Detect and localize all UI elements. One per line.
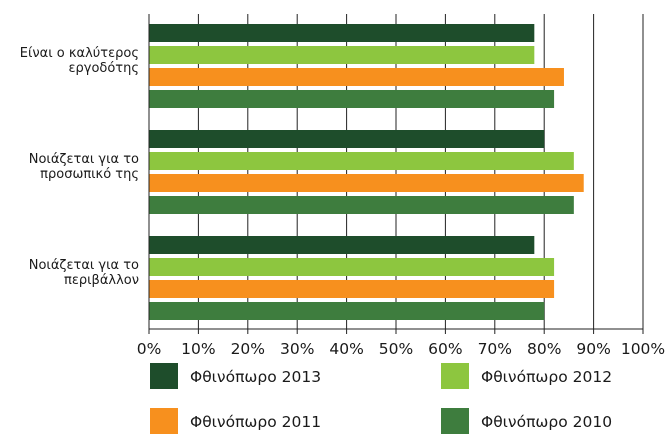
category-label: Νοιάζεται για το προσωπικό της: [29, 152, 139, 182]
x-tick-label: 40%: [329, 340, 363, 358]
legend-label: Φθινόπωρο 2013: [190, 368, 321, 386]
category-label-line: προσωπικό της: [40, 167, 139, 182]
category-label-line: περιβάλλον: [64, 273, 139, 288]
axes: [148, 14, 644, 334]
x-tick-label: 10%: [181, 340, 215, 358]
legend: Φθινόπωρο 2013 Φθινόπωρο 2012 Φθινόπωρο 20…: [150, 363, 612, 434]
bar: [149, 90, 555, 108]
bar: [149, 152, 574, 170]
category-label-line: Είναι ο καλύτερος: [20, 46, 139, 61]
bar: [149, 280, 555, 298]
bar: [149, 196, 574, 214]
bar: [149, 174, 584, 192]
bars: [149, 24, 584, 320]
bar: [149, 68, 564, 86]
legend-swatch: [150, 408, 178, 434]
category-labels: Είναι ο καλύτερος εργοδότης Νοιάζεται για …: [20, 46, 139, 288]
bar: [149, 302, 545, 320]
legend-swatch: [150, 363, 178, 389]
x-tick-label: 90%: [576, 340, 610, 358]
x-tick-label: 60%: [428, 340, 462, 358]
category-label: Νοιάζεται για το περιβάλλον: [29, 258, 139, 288]
x-tick-label: 50%: [379, 340, 413, 358]
category-label: Είναι ο καλύτερος εργοδότης: [20, 46, 139, 76]
x-tick-label: 0%: [137, 340, 162, 358]
legend-label: Φθινόπωρο 2012: [481, 368, 612, 386]
legend-item: Φθινόπωρο 2010: [441, 408, 612, 434]
legend-item: Φθινόπωρο 2012: [441, 363, 612, 389]
legend-swatch: [441, 363, 469, 389]
bar: [149, 24, 535, 42]
x-tick-label: 20%: [231, 340, 265, 358]
category-label-line: εργοδότης: [68, 61, 139, 76]
bar: [149, 236, 535, 254]
x-tick-label: 80%: [527, 340, 561, 358]
legend-label: Φθινόπωρο 2011: [190, 413, 321, 431]
x-tick-label: 70%: [478, 340, 512, 358]
bar: [149, 258, 555, 276]
x-tick-label: 100%: [621, 340, 665, 358]
category-label-line: Νοιάζεται για το: [29, 152, 139, 167]
legend-item: Φθινόπωρο 2013: [150, 363, 321, 389]
grid-lines: [197, 14, 644, 329]
x-tick-labels: 0% 10% 20% 30% 40% 50% 60% 70% 80% 90% 100%: [137, 340, 665, 358]
legend-item: Φθινόπωρο 2011: [150, 408, 321, 434]
legend-swatch: [441, 408, 469, 434]
bar: [149, 130, 545, 148]
x-tick-label: 30%: [280, 340, 314, 358]
bar: [149, 46, 535, 64]
category-label-line: Νοιάζεται για το: [29, 258, 139, 273]
legend-label: Φθινόπωρο 2010: [481, 413, 612, 431]
